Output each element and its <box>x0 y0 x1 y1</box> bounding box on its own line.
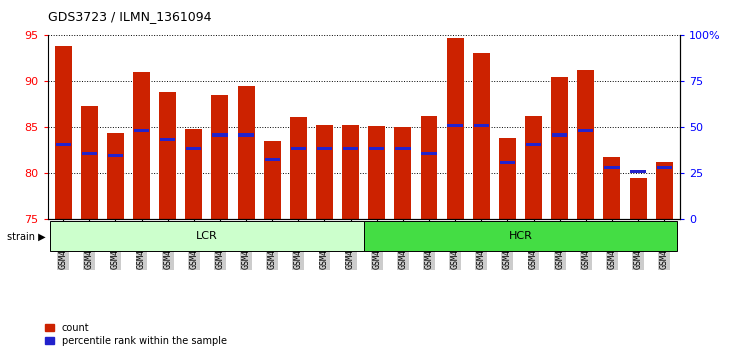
Bar <box>343 147 358 150</box>
Bar <box>316 125 333 219</box>
Bar <box>603 157 621 219</box>
Bar <box>447 124 463 127</box>
Legend: count, percentile rank within the sample: count, percentile rank within the sample <box>45 323 227 346</box>
Bar <box>238 133 254 137</box>
Bar <box>369 147 385 150</box>
Bar <box>81 106 98 219</box>
Bar <box>264 141 281 219</box>
Bar <box>160 138 175 141</box>
Text: HCR: HCR <box>509 231 532 241</box>
Bar <box>656 166 672 169</box>
Text: GDS3723 / ILMN_1361094: GDS3723 / ILMN_1361094 <box>48 10 211 23</box>
Bar <box>211 95 229 219</box>
Bar <box>159 92 176 219</box>
Bar <box>420 116 437 219</box>
Bar <box>265 158 280 161</box>
Bar <box>291 147 306 150</box>
Bar <box>317 147 332 150</box>
Bar <box>368 126 385 219</box>
Bar <box>133 72 150 219</box>
Bar <box>447 38 463 219</box>
Bar <box>394 127 412 219</box>
Text: strain ▶: strain ▶ <box>7 231 46 241</box>
Bar <box>474 124 489 127</box>
Bar <box>629 178 646 219</box>
Bar <box>134 129 149 132</box>
Bar <box>500 161 515 164</box>
Bar <box>605 166 620 169</box>
Bar <box>656 162 673 219</box>
Bar <box>107 133 124 219</box>
Bar <box>212 133 227 137</box>
Bar <box>630 170 645 173</box>
Bar <box>186 129 202 219</box>
Bar <box>525 116 542 219</box>
Bar <box>499 138 516 219</box>
Bar <box>56 143 71 146</box>
Bar <box>55 46 72 219</box>
Bar <box>290 117 307 219</box>
Bar <box>577 70 594 219</box>
Bar <box>186 147 202 150</box>
Bar <box>578 129 594 132</box>
Bar <box>107 154 123 157</box>
Bar <box>421 152 436 155</box>
Bar <box>395 147 411 150</box>
Bar <box>82 152 97 155</box>
Bar <box>473 53 490 219</box>
Bar <box>342 125 359 219</box>
Bar <box>552 133 567 137</box>
Bar <box>551 77 568 219</box>
Bar <box>238 86 254 219</box>
Text: LCR: LCR <box>196 231 218 241</box>
Bar <box>526 143 541 146</box>
